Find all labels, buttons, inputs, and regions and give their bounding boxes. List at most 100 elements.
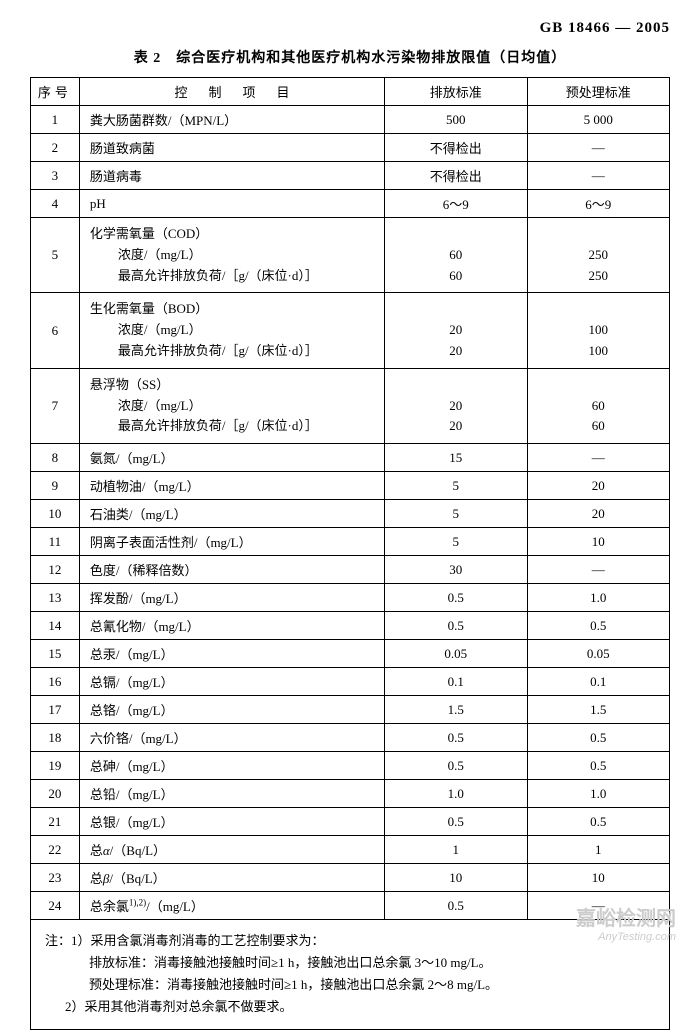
cell-seq: 10 [31, 500, 80, 528]
cell-item: 总氰化物/（mg/L） [79, 612, 384, 640]
table-row: 23总β/（Bq/L）1010 [31, 864, 670, 892]
notes-row: 注：1）采用含氯消毒剂消毒的工艺控制要求为： 排放标准：消毒接触池接触时间≥1 … [31, 920, 670, 1029]
table-row: 11阴离子表面活性剂/（mg/L）510 [31, 528, 670, 556]
cell-std: 不得检出 [385, 162, 527, 190]
cell-pre: 10 [527, 864, 669, 892]
cell-seq: 16 [31, 668, 80, 696]
table-row: 18六价铬/（mg/L）0.50.5 [31, 724, 670, 752]
table-header-row: 序号 控 制 项 目 排放标准 预处理标准 [31, 78, 670, 106]
cell-std: 0.5 [385, 808, 527, 836]
note-line-3: 预处理标准：消毒接触池接触时间≥1 h，接触池出口总余氯 2～8 mg/L。 [45, 974, 655, 996]
cell-std: 0.5 [385, 892, 527, 920]
cell-seq: 20 [31, 780, 80, 808]
cell-std: 10 [385, 864, 527, 892]
cell-pre: .6060 [527, 368, 669, 443]
cell-pre: .250250 [527, 218, 669, 293]
cell-std: 5 [385, 528, 527, 556]
cell-pre: — [527, 556, 669, 584]
table-row: 20总铅/（mg/L）1.01.0 [31, 780, 670, 808]
cell-pre: 20 [527, 472, 669, 500]
note-line-2: 排放标准：消毒接触池接触时间≥1 h，接触池出口总余氯 3～10 mg/L。 [45, 952, 655, 974]
cell-std: .2020 [385, 368, 527, 443]
cell-item: 总银/（mg/L） [79, 808, 384, 836]
table-row: 9动植物油/（mg/L）520 [31, 472, 670, 500]
table-row: 7悬浮物（SS）浓度/（mg/L）最高允许排放负荷/［g/（床位·d）］.202… [31, 368, 670, 443]
cell-pre: 1.5 [527, 696, 669, 724]
cell-pre: 0.5 [527, 752, 669, 780]
cell-pre: 0.1 [527, 668, 669, 696]
standard-code: GB 18466 — 2005 [30, 20, 670, 37]
table-row: 6生化需氧量（BOD）浓度/（mg/L）最高允许排放负荷/［g/（床位·d）］.… [31, 293, 670, 368]
cell-item: 总砷/（mg/L） [79, 752, 384, 780]
cell-std: 1.0 [385, 780, 527, 808]
cell-std: 0.5 [385, 584, 527, 612]
cell-item: 生化需氧量（BOD）浓度/（mg/L）最高允许排放负荷/［g/（床位·d）］ [79, 293, 384, 368]
cell-item: 粪大肠菌群数/（MPN/L） [79, 106, 384, 134]
cell-std: .6060 [385, 218, 527, 293]
cell-pre: 0.5 [527, 612, 669, 640]
cell-std: 6～9 [385, 190, 527, 218]
cell-item: 氨氮/（mg/L） [79, 444, 384, 472]
cell-item: 肠道致病菌 [79, 134, 384, 162]
table-row: 13挥发酚/（mg/L）0.51.0 [31, 584, 670, 612]
cell-seq: 17 [31, 696, 80, 724]
cell-std: 500 [385, 106, 527, 134]
cell-std: 1.5 [385, 696, 527, 724]
cell-seq: 23 [31, 864, 80, 892]
table-row: 19总砷/（mg/L）0.50.5 [31, 752, 670, 780]
table-row: 8氨氮/（mg/L）15— [31, 444, 670, 472]
cell-item: 总α/（Bq/L） [79, 836, 384, 864]
cell-std: 5 [385, 472, 527, 500]
table-row: 16总镉/（mg/L）0.10.1 [31, 668, 670, 696]
cell-std: 0.05 [385, 640, 527, 668]
table-row: 4pH6～96～9 [31, 190, 670, 218]
cell-seq: 21 [31, 808, 80, 836]
cell-pre: — [527, 892, 669, 920]
note-line-4: 2）采用其他消毒剂对总余氯不做要求。 [45, 996, 655, 1018]
table-row: 21总银/（mg/L）0.50.5 [31, 808, 670, 836]
cell-item: 动植物油/（mg/L） [79, 472, 384, 500]
cell-seq: 6 [31, 293, 80, 368]
cell-seq: 1 [31, 106, 80, 134]
cell-std: 1 [385, 836, 527, 864]
table-row: 15总汞/（mg/L）0.050.05 [31, 640, 670, 668]
cell-seq: 4 [31, 190, 80, 218]
limits-table: 序号 控 制 项 目 排放标准 预处理标准 1粪大肠菌群数/（MPN/L）500… [30, 77, 670, 1030]
table-row: 10石油类/（mg/L）520 [31, 500, 670, 528]
cell-pre: 1 [527, 836, 669, 864]
cell-std: .2020 [385, 293, 527, 368]
table-row: 5化学需氧量（COD）浓度/（mg/L）最高允许排放负荷/［g/（床位·d）］.… [31, 218, 670, 293]
cell-std: 30 [385, 556, 527, 584]
table-title: 表 2 综合医疗机构和其他医疗机构水污染物排放限值（日均值） [30, 47, 670, 67]
col-item: 控 制 项 目 [79, 78, 384, 106]
cell-seq: 11 [31, 528, 80, 556]
cell-std: 0.5 [385, 724, 527, 752]
cell-item: pH [79, 190, 384, 218]
cell-std: 5 [385, 500, 527, 528]
cell-seq: 14 [31, 612, 80, 640]
table-row: 22总α/（Bq/L）11 [31, 836, 670, 864]
cell-seq: 19 [31, 752, 80, 780]
cell-pre: — [527, 162, 669, 190]
cell-seq: 8 [31, 444, 80, 472]
cell-pre: 20 [527, 500, 669, 528]
table-row: 12色度/（稀释倍数）30— [31, 556, 670, 584]
cell-std: 不得检出 [385, 134, 527, 162]
cell-seq: 12 [31, 556, 80, 584]
cell-seq: 5 [31, 218, 80, 293]
cell-item: 六价铬/（mg/L） [79, 724, 384, 752]
cell-pre: 10 [527, 528, 669, 556]
cell-seq: 3 [31, 162, 80, 190]
table-row: 24总余氯1),2)/（mg/L）0.5— [31, 892, 670, 920]
cell-seq: 24 [31, 892, 80, 920]
cell-std: 0.1 [385, 668, 527, 696]
cell-pre: — [527, 444, 669, 472]
col-seq: 序号 [31, 78, 80, 106]
table-row: 3肠道病毒不得检出— [31, 162, 670, 190]
notes-cell: 注：1）采用含氯消毒剂消毒的工艺控制要求为： 排放标准：消毒接触池接触时间≥1 … [31, 920, 670, 1029]
cell-item: 总铅/（mg/L） [79, 780, 384, 808]
cell-item: 阴离子表面活性剂/（mg/L） [79, 528, 384, 556]
note-line-1: 注：1）采用含氯消毒剂消毒的工艺控制要求为： [45, 933, 325, 948]
cell-std: 0.5 [385, 752, 527, 780]
cell-seq: 18 [31, 724, 80, 752]
